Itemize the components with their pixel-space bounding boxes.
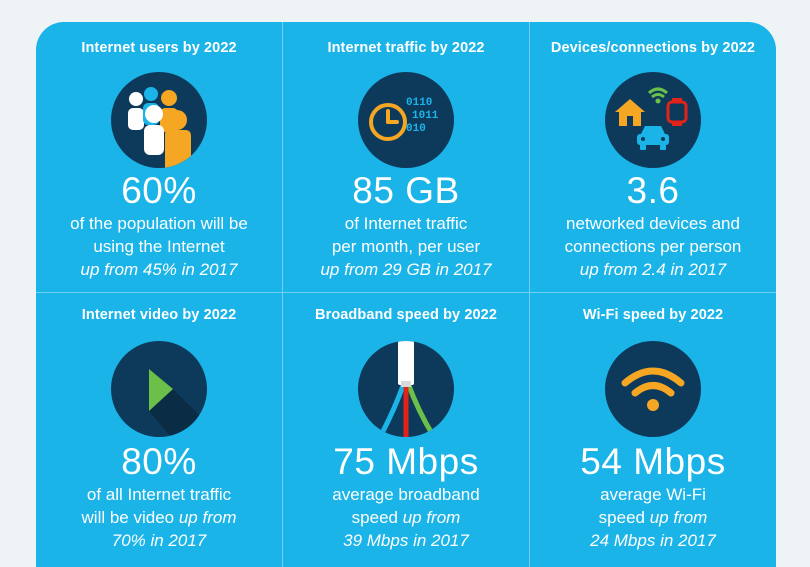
card-title: Devices/connections by 2022 xyxy=(550,40,756,56)
card-internet-users: Internet users by 2022 60% of the pop xyxy=(36,22,283,293)
desc-line-2-italic: up from xyxy=(402,508,461,527)
desc-comparison: 24 Mbps in 2017 xyxy=(590,531,716,550)
binary-text-1: 0110 xyxy=(406,97,432,109)
stat-description: average broadband speed up from 39 Mbps … xyxy=(283,483,529,552)
stat-description: average Wi-Fi speed up from 24 Mbps in 2… xyxy=(530,483,776,552)
card-internet-video: Internet video by 2022 80% of all Intern… xyxy=(36,293,283,567)
cable-icon xyxy=(358,341,454,437)
desc-line-2: will be video xyxy=(81,508,179,527)
card-title: Internet traffic by 2022 xyxy=(327,40,485,56)
card-title: Internet video by 2022 xyxy=(81,307,237,323)
card-wifi-speed: Wi-Fi speed by 2022 54 Mbps average Wi-F… xyxy=(530,293,776,567)
desc-line-2: per month, per user xyxy=(331,237,481,256)
connected-devices-icon xyxy=(605,72,701,168)
stat-value: 85 GB xyxy=(352,170,460,211)
desc-comparison: 70% in 2017 xyxy=(111,531,207,550)
card-title: Broadband speed by 2022 xyxy=(315,307,497,323)
stat-description: of Internet traffic per month, per user … xyxy=(283,212,529,281)
desc-line-2: using the Internet xyxy=(93,237,225,256)
stats-grid: Internet users by 2022 60% of the pop xyxy=(36,22,776,567)
binary-text-2: 1011 xyxy=(412,110,439,122)
desc-line-2-italic: up from xyxy=(649,508,708,527)
desc-line-1: of Internet traffic xyxy=(344,214,468,233)
stat-value: 75 Mbps xyxy=(333,441,479,482)
stat-value: 54 Mbps xyxy=(580,441,726,482)
stat-value: 60% xyxy=(121,170,197,211)
card-broadband-speed: Broadband speed by 2022 75 Mbps average … xyxy=(283,293,530,567)
desc-line-2: speed xyxy=(598,508,650,527)
desc-line-1: of the population will be xyxy=(70,214,248,233)
stat-description: of the population will be using the Inte… xyxy=(36,212,282,281)
stat-value: 3.6 xyxy=(626,170,680,211)
desc-comparison: 39 Mbps in 2017 xyxy=(343,531,469,550)
desc-line-1: average Wi-Fi xyxy=(600,485,706,504)
desc-comparison: up from 29 GB in 2017 xyxy=(320,260,492,279)
card-title: Internet users by 2022 xyxy=(81,40,237,56)
desc-line-1: of all Internet traffic xyxy=(86,485,232,504)
card-title: Wi-Fi speed by 2022 xyxy=(582,307,724,323)
desc-line-1: networked devices and xyxy=(566,214,740,233)
desc-comparison: up from 45% in 2017 xyxy=(80,260,238,279)
desc-line-1: average broadband xyxy=(332,485,480,504)
stat-description: networked devices and connections per pe… xyxy=(530,212,776,281)
play-icon xyxy=(111,341,207,437)
desc-line-2: connections per person xyxy=(564,237,742,256)
desc-line-2-italic: up from xyxy=(178,508,237,527)
stat-description: of all Internet traffic will be video up… xyxy=(36,483,282,552)
clock-binary-icon: 0110 1011 010 xyxy=(358,72,454,168)
stat-value: 80% xyxy=(121,441,197,482)
people-icon xyxy=(111,72,207,168)
card-internet-traffic: Internet traffic by 2022 0110 1011 010 8… xyxy=(283,22,530,293)
binary-text-3: 010 xyxy=(406,123,426,135)
card-devices-connections: Devices/connections by 2022 xyxy=(530,22,776,293)
infographic-panel: Internet users by 2022 60% of the pop xyxy=(36,22,776,567)
desc-line-2: speed xyxy=(351,508,403,527)
desc-comparison: up from 2.4 in 2017 xyxy=(579,260,727,279)
wifi-icon xyxy=(605,341,701,437)
